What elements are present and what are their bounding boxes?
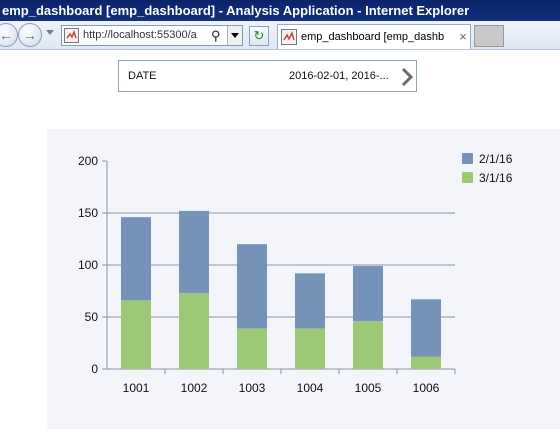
search-icon[interactable]: ⚲ [211,28,221,43]
x-tick-label: 1005 [355,381,382,395]
legend-swatch [462,153,473,164]
forward-button[interactable]: → [18,23,42,47]
x-tick-label: 1004 [297,381,324,395]
refresh-icon: ↻ [253,28,265,43]
refresh-button[interactable]: ↻ [249,26,269,46]
date-filter[interactable]: DATE 2016-02-01, 2016-... [118,60,417,92]
tab-close-icon[interactable]: × [459,29,467,44]
bar-segment [353,321,383,369]
bar-segment [121,300,151,369]
bar-segment [411,299,441,357]
browser-tab[interactable]: emp_dashboard [emp_dashb × [277,24,471,49]
y-tick-label: 50 [85,310,99,324]
stacked-bar-chart: 0 50 100 150 200 1001 1002 1003 1004 1005 1006 2/1/… [78,152,513,395]
page-favicon-icon [64,28,79,43]
y-tick-label: 100 [78,258,98,272]
chevron-right-icon[interactable] [400,67,414,87]
bar-segment [179,210,209,294]
legend-label: 3/1/16 [479,171,513,185]
back-button[interactable]: ← [0,23,18,47]
arrow-left-icon: ← [0,27,13,43]
bar-segment [121,217,151,301]
address-dropdown-button[interactable] [227,26,242,45]
date-filter-label: DATE [128,70,157,82]
legend-label: 2/1/16 [479,152,513,166]
bar-segment [237,244,267,329]
new-tab-button[interactable] [474,25,504,47]
tab-title: emp_dashboard [emp_dashb [301,31,445,43]
browser-toolbar: ← → http://localhost:55300/a ⚲ ↻ emp_das… [0,21,560,50]
date-filter-value: 2016-02-01, 2016-... [289,70,389,82]
x-tick-label: 1006 [413,381,440,395]
address-input[interactable]: http://localhost:55300/a [83,29,197,41]
y-tick-label: 0 [91,362,98,376]
bar-segment [295,273,325,329]
x-tick-label: 1003 [239,381,266,395]
bar-segment [411,356,441,369]
bar-segment [295,328,325,369]
window-title: emp_dashboard [emp_dashboard] - Analysis… [0,0,560,21]
arrow-right-icon: → [23,27,37,43]
bar-segment [237,328,267,369]
chart-panel: 0 50 100 150 200 1001 1002 1003 1004 1005 1006 2/1/… [47,129,560,429]
address-bar[interactable]: http://localhost:55300/a ⚲ [61,25,243,46]
x-tick-label: 1002 [181,381,208,395]
legend-swatch [462,172,473,183]
tab-favicon-icon [281,29,297,45]
bar-segment [353,266,383,322]
bar-segment [179,293,209,369]
y-tick-label: 200 [78,154,98,168]
y-tick-label: 150 [78,206,98,220]
x-tick-label: 1001 [123,381,150,395]
history-dropdown-icon[interactable] [46,30,54,35]
